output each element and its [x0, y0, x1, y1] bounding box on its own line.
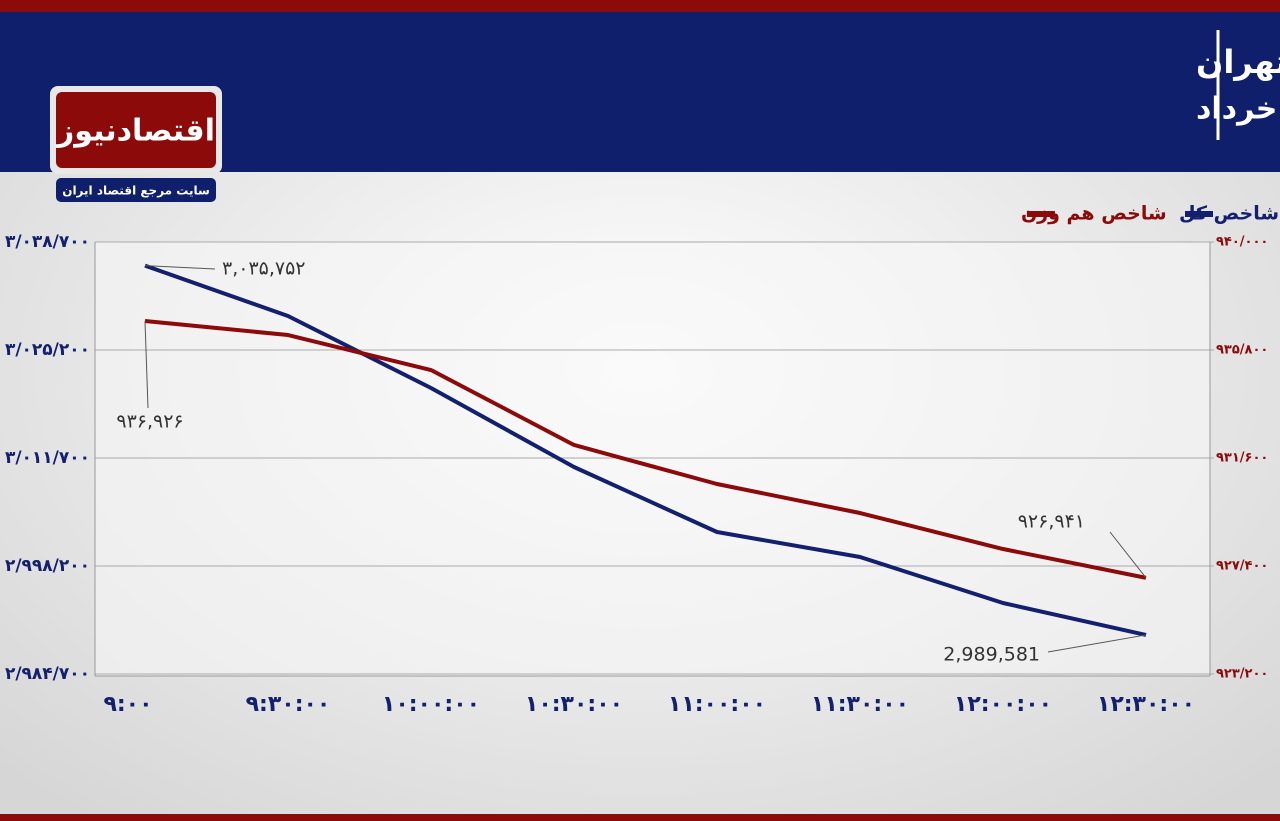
top-stripe: [0, 0, 1280, 12]
series-line: [144, 263, 1147, 637]
x-tick-label: ۱۰:۳۰:۰۰: [525, 692, 623, 717]
value-label: ۳,۰۳۵,۷۵۲: [222, 258, 306, 280]
legend-label: شاخص هم وزن: [1021, 203, 1167, 225]
y-tick-label: ۲/۹۸۴/۷۰۰: [5, 664, 90, 684]
leader-line: [144, 265, 216, 270]
value-label: ۹۲۶,۹۴۱: [1018, 511, 1085, 533]
logo-tagline: سایت مرجع اقتصاد ایران: [62, 184, 210, 198]
value-label: ۹۳۶,۹۲۶: [116, 411, 183, 433]
legend-swatch: [1026, 211, 1055, 217]
logo-name: اقتصادنیوز: [55, 114, 215, 149]
x-tick-label: ۹:۰۰: [103, 692, 152, 717]
x-tick-label: ۱۲:۳۰:۰۰: [1097, 692, 1195, 717]
y2-tick-label: ۹۴۰/۰۰۰: [1216, 235, 1268, 250]
bottom-stripe: [0, 814, 1280, 821]
x-tick-label: ۱۲:۰۰:۰۰: [954, 692, 1052, 717]
value-label: 2,989,581: [943, 644, 1040, 666]
chart-subtitle: دوشنبه ۱۹ خرداد: [1196, 92, 1280, 127]
leader-line: [1047, 634, 1147, 653]
legend-swatch: [1185, 211, 1213, 217]
leader-line: [1109, 531, 1147, 579]
x-tick-label: ۱۱:۳۰:۰۰: [811, 692, 909, 717]
x-tick-label: ۱۱:۰۰:۰۰: [668, 692, 766, 717]
y2-tick-label: ۹۳۵/۸۰۰: [1216, 343, 1268, 358]
y2-tick-label: ۹۲۷/۴۰۰: [1216, 559, 1268, 574]
y-tick-label: ۳/۰۱۱/۷۰۰: [5, 448, 90, 468]
y-tick-label: ۳/۰۲۵/۲۰۰: [5, 340, 90, 360]
y-tick-label: ۳/۰۳۸/۷۰۰: [5, 232, 90, 252]
x-tick-label: ۱۰:۰۰:۰۰: [382, 692, 480, 717]
legend-label: شاخص کل: [1179, 203, 1279, 225]
y2-tick-label: ۹۳۱/۶۰۰: [1216, 451, 1268, 466]
x-tick-label: ۹:۳۰:۰۰: [246, 692, 331, 717]
chart-title: روند ساعتی شاخص کل و هم‌وزن بورس تهران: [1196, 43, 1280, 81]
logo-tagline-box: [56, 178, 216, 202]
y-tick-label: ۲/۹۹۸/۲۰۰: [5, 556, 90, 576]
series-line: [144, 319, 1147, 580]
logo-box: [56, 92, 216, 168]
y2-tick-label: ۹۲۳/۲۰۰: [1216, 667, 1268, 682]
leader-line: [144, 321, 149, 409]
